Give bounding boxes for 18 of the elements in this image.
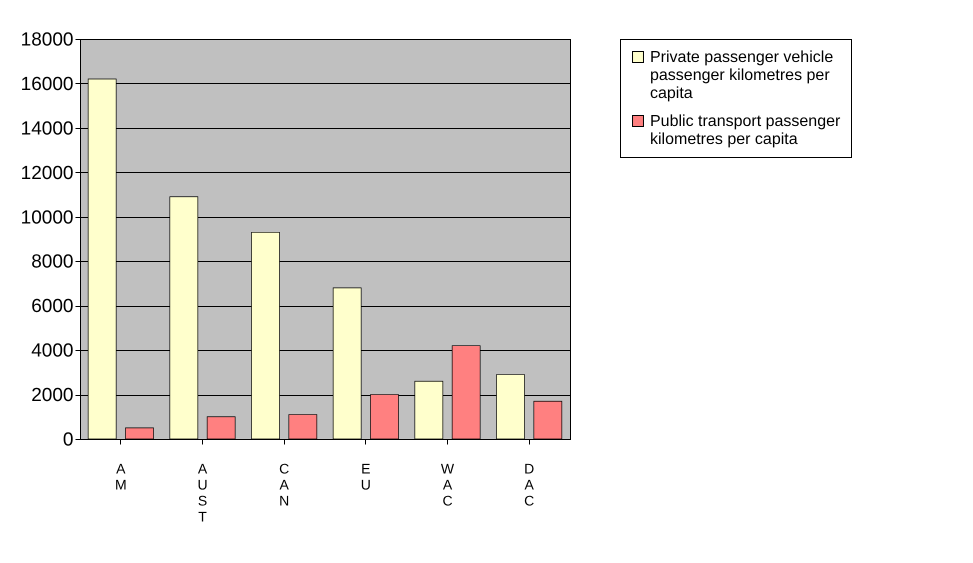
x-tick-label: DAC: [524, 460, 534, 508]
y-tick-label: 16000: [20, 74, 74, 95]
x-tick-label: AUST: [197, 460, 208, 524]
x-tick-label: CAN: [279, 460, 290, 508]
y-tick-label: 18000: [20, 30, 74, 50]
legend-label: Private passenger vehicle passenger kilometres per capita: [650, 49, 834, 102]
y-tick-label: 10000: [20, 207, 74, 228]
y-tick-label: 8000: [31, 252, 74, 273]
y-tick-label: 6000: [31, 296, 74, 318]
y-tick-label: 2000: [31, 385, 74, 406]
x-tick-label: AM: [114, 460, 127, 492]
legend-label: Public transport passenger kilometres per capita: [650, 113, 841, 148]
y-tick-label: 14000: [20, 118, 74, 140]
x-tick-label: WAC: [440, 460, 455, 508]
y-tick-label: 0: [62, 430, 74, 450]
x-tick-label: EU: [360, 460, 371, 492]
y-tick-label: 12000: [20, 162, 74, 184]
y-tick-label: 4000: [31, 340, 74, 362]
